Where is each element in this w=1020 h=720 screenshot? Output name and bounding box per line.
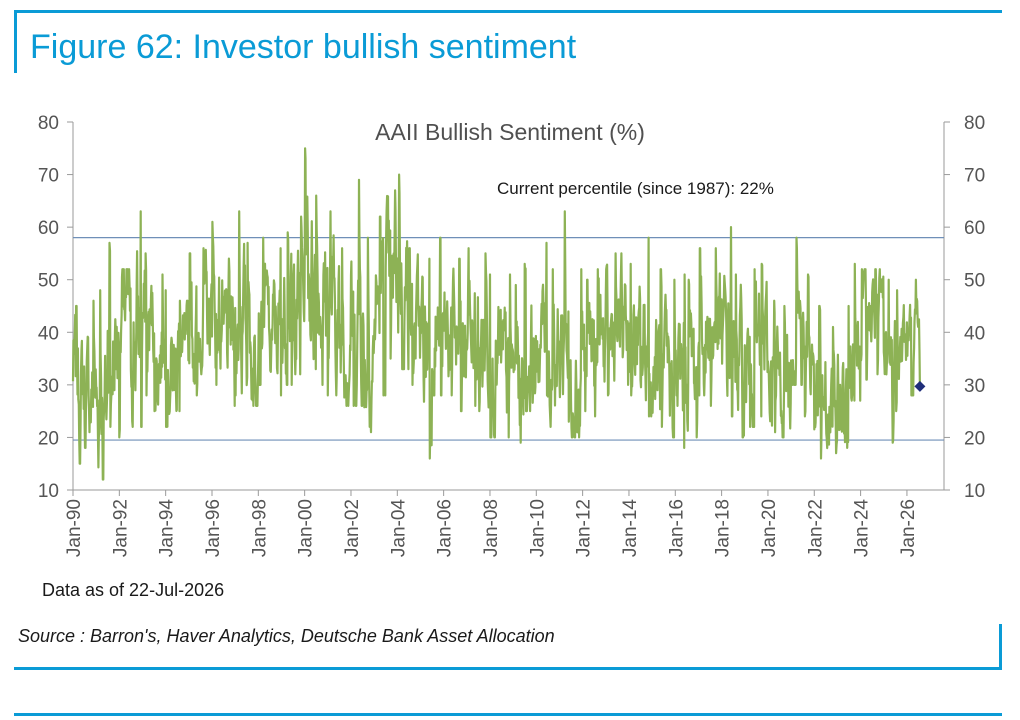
x-tick-label: Jan-14 xyxy=(620,499,641,558)
right-y-tick-label: 70 xyxy=(964,166,985,187)
percentile-annotation: Current percentile (since 1987): 22% xyxy=(497,179,774,198)
right-y-tick-label: 20 xyxy=(964,428,985,449)
right-y-tick-label: 50 xyxy=(964,271,985,292)
right-y-tick-label: 80 xyxy=(964,113,985,134)
x-tick-label: Jan-26 xyxy=(898,499,919,557)
series-line-aaii-bullish xyxy=(71,147,921,481)
source-note: Source : Barron's, Haver Analytics, Deut… xyxy=(18,626,555,646)
chart-title: AAII Bullish Sentiment (%) xyxy=(375,119,645,145)
left-y-tick-label: 80 xyxy=(38,113,59,134)
figure-frame-right xyxy=(999,624,1002,669)
figure-title: Figure 62: Investor bullish sentiment xyxy=(30,28,577,66)
left-y-tick-label: 10 xyxy=(38,481,59,502)
next-figure-frame-top xyxy=(14,713,1002,716)
right-y-tick-label: 60 xyxy=(964,218,985,239)
x-tick-label: Jan-08 xyxy=(481,499,502,557)
x-tick-label: Jan-10 xyxy=(527,499,548,557)
reference-lines xyxy=(73,237,944,441)
x-tick-label: Jan-90 xyxy=(64,499,85,557)
left-y-tick-label: 50 xyxy=(38,271,59,292)
left-y-tick-label: 60 xyxy=(38,218,59,239)
right-y-axis: 10 20 30 40 50 60 70 80 xyxy=(943,113,985,502)
data-as-of-note: Data as of 22-Jul-2026 xyxy=(42,580,224,600)
figure-frame-top xyxy=(14,10,1002,13)
right-y-tick-label: 30 xyxy=(964,376,985,397)
x-tick-label: Jan-06 xyxy=(435,499,456,557)
x-tick-label: Jan-98 xyxy=(249,499,270,557)
right-y-tick-label: 40 xyxy=(964,323,985,344)
x-tick-label: Jan-12 xyxy=(574,499,595,557)
bullish-sentiment-chart: 10 20 30 40 50 60 70 80 10 20 30 40 50 60 70 80 Jan-90… xyxy=(38,113,985,600)
x-tick-label: Jan-02 xyxy=(342,499,363,557)
x-tick-label: Jan-16 xyxy=(666,499,687,557)
latest-value-marker xyxy=(914,380,926,392)
figure-frame-left xyxy=(14,10,17,73)
figure-frame-bottom xyxy=(14,667,1002,670)
x-tick-label: Jan-18 xyxy=(713,499,734,557)
x-tick-label: Jan-22 xyxy=(805,499,826,557)
left-y-tick-label: 70 xyxy=(38,166,59,187)
x-tick-label: Jan-24 xyxy=(852,499,873,558)
x-tick-label: Jan-00 xyxy=(296,499,317,557)
left-y-tick-label: 30 xyxy=(38,376,59,397)
right-y-tick-label: 10 xyxy=(964,481,985,502)
x-tick-label: Jan-20 xyxy=(759,499,780,557)
x-tick-label: Jan-04 xyxy=(388,499,409,558)
x-tick-label: Jan-92 xyxy=(110,499,131,557)
x-axis: Jan-90 Jan-92 Jan-94 Jan-96 Jan-98 Jan-00 Jan-… xyxy=(64,489,944,558)
x-tick-label: Jan-96 xyxy=(203,499,224,557)
left-y-tick-label: 40 xyxy=(38,323,59,344)
left-y-axis: 10 20 30 40 50 60 70 80 xyxy=(38,113,74,502)
left-y-tick-label: 20 xyxy=(38,428,59,449)
x-tick-label: Jan-94 xyxy=(157,499,178,558)
